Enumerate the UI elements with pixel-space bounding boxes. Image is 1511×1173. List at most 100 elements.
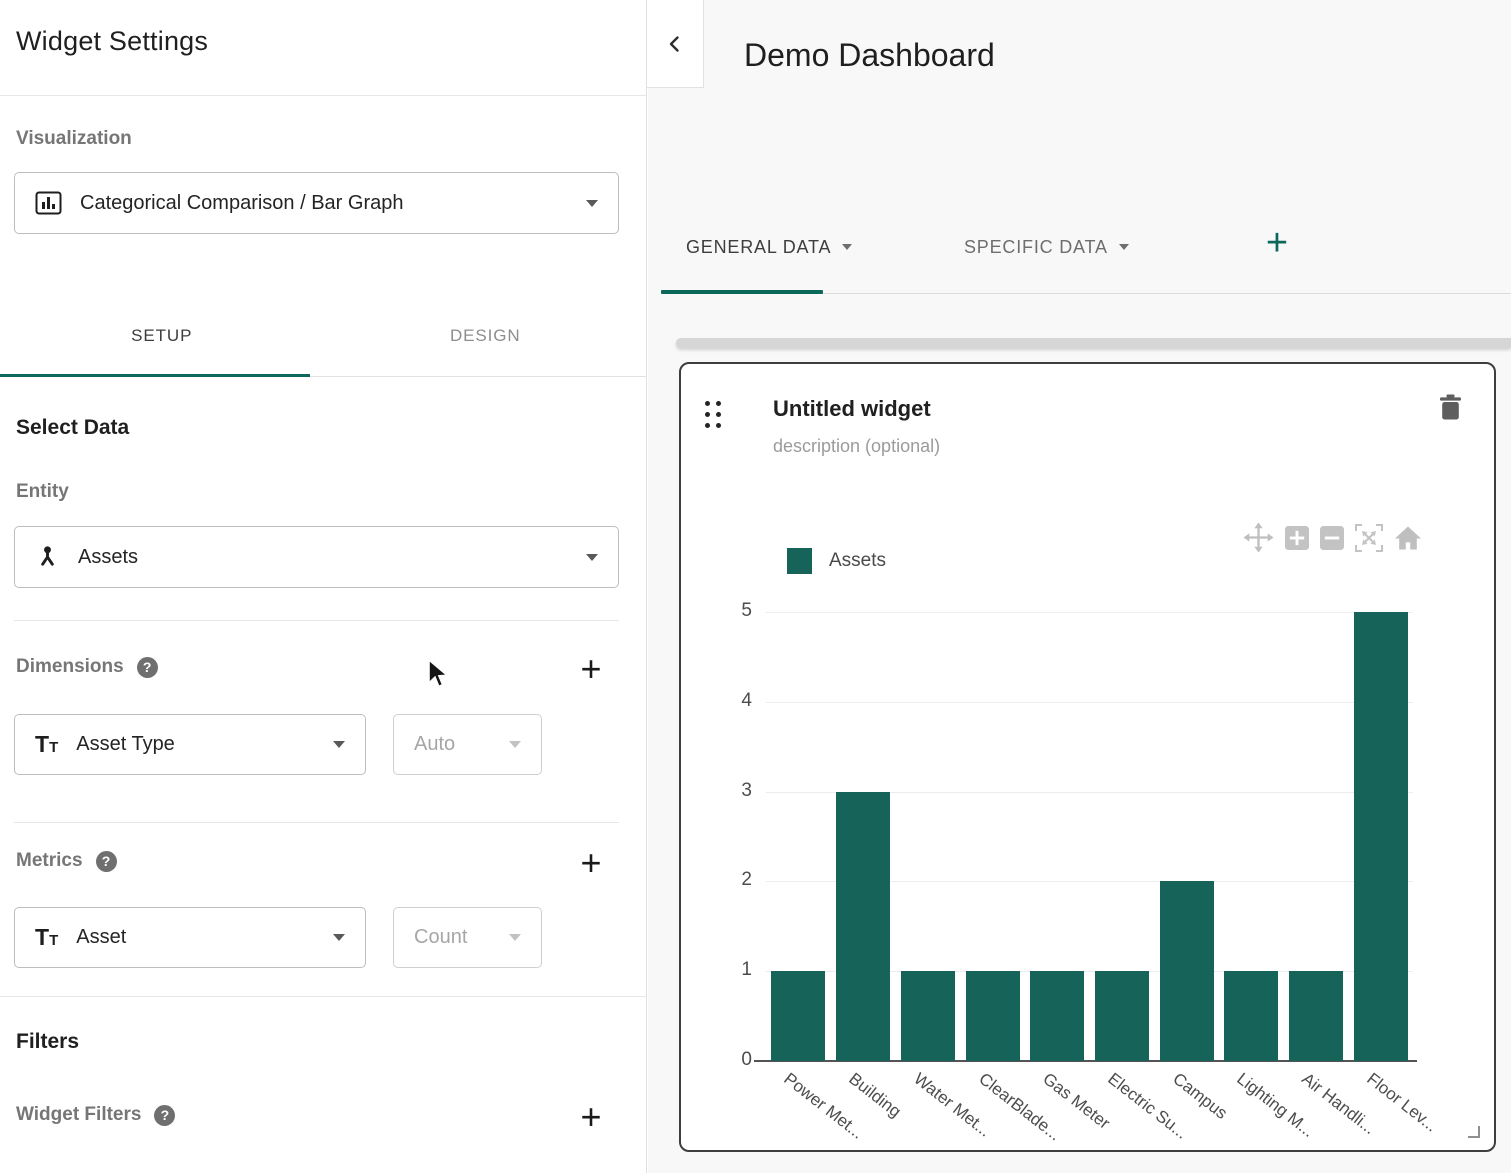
zoom-selection-icon[interactable] (1355, 523, 1383, 552)
widget-description[interactable]: description (optional) (773, 436, 941, 456)
entity-label: Entity (16, 481, 69, 502)
grid-line (766, 612, 1413, 613)
dimension-interval-select[interactable]: Auto (393, 714, 542, 775)
legend-item-assets[interactable]: Assets (787, 548, 886, 574)
metrics-section-head: Metrics ? (16, 850, 117, 872)
bar (1224, 971, 1279, 1061)
resize-handle-icon[interactable] (1468, 1126, 1480, 1138)
dimension-interval-value: Auto (414, 733, 456, 755)
bar (900, 971, 955, 1061)
active-tab-indicator (661, 290, 823, 294)
y-tick-label: 0 (741, 1049, 752, 1070)
help-icon[interactable]: ? (95, 850, 117, 872)
entity-select[interactable]: Assets (14, 526, 619, 588)
metrics-label: Metrics (16, 850, 83, 871)
grid-line (766, 971, 1413, 973)
pan-icon[interactable] (1243, 522, 1274, 553)
chart-area: 0 1 2 3 4 5 Power Met... Building Water Met... Cl… (681, 364, 1494, 1150)
bar (1030, 971, 1085, 1061)
dimension-field-value: Asset Type (76, 733, 175, 755)
x-axis-line (762, 1060, 1417, 1062)
axis-tick (754, 1060, 762, 1062)
tab-general-data[interactable]: GENERAL DATA (686, 229, 853, 265)
legend-label: Assets (829, 550, 887, 571)
collapse-panel-button[interactable] (647, 0, 704, 88)
chevron-down-icon (333, 934, 345, 941)
y-tick-label: 3 (741, 779, 752, 801)
help-icon[interactable]: ? (136, 656, 158, 678)
tab-label: SPECIFIC DATA (964, 236, 1108, 257)
tab-label: GENERAL DATA (686, 236, 832, 257)
y-tick-label: 4 (741, 689, 752, 711)
delete-widget-button[interactable] (1439, 394, 1462, 426)
chevron-down-icon (509, 741, 521, 748)
divider (14, 822, 619, 823)
metric-field-value: Asset (76, 926, 127, 948)
widget-filters-section-head: Widget Filters ? (16, 1104, 176, 1126)
tabs-divider (661, 293, 1511, 294)
divider (14, 620, 619, 621)
bar-graph-icon (35, 191, 62, 215)
chevron-left-icon (666, 34, 684, 54)
bar (1289, 971, 1343, 1061)
zoom-in-icon[interactable] (1285, 525, 1309, 550)
tab-setup[interactable]: SETUP (131, 326, 193, 345)
chevron-down-icon (333, 741, 345, 748)
help-icon[interactable]: ? (154, 1104, 176, 1126)
add-widget-filter-button[interactable]: + (580, 1096, 602, 1137)
tab-specific-data[interactable]: SPECIFIC DATA (964, 229, 1129, 265)
dashboard-panel: Demo Dashboard GENERAL DATA SPECIFIC DAT… (647, 0, 1511, 1173)
widget-title[interactable]: Untitled widget (773, 396, 931, 421)
bar (965, 971, 1020, 1061)
divider (0, 95, 647, 96)
chevron-down-icon (842, 244, 853, 250)
grid-line (766, 791, 1413, 793)
select-data-heading: Select Data (16, 416, 130, 439)
dimensions-section-head: Dimensions ? (16, 656, 158, 678)
add-tab-button[interactable]: + (1265, 221, 1289, 264)
bar (1353, 612, 1408, 1061)
chart-toolbar (1243, 522, 1422, 553)
asset-hierarchy-icon (35, 544, 60, 570)
y-tick-label: 5 (741, 600, 752, 621)
entity-value: Assets (78, 545, 139, 568)
add-dimension-button[interactable]: + (580, 648, 602, 689)
visualization-label: Visualization (16, 128, 132, 149)
active-tab-indicator (0, 374, 310, 377)
bar (1159, 881, 1214, 1061)
widget-settings-panel: Widget Settings Visualization Categorica… (0, 0, 647, 1173)
zoom-out-icon[interactable] (1320, 525, 1344, 550)
chevron-down-icon (586, 199, 598, 207)
drag-handle-icon[interactable] (701, 397, 725, 432)
divider (0, 996, 647, 997)
bar (836, 791, 890, 1061)
x-tick-label: Campus (1168, 1069, 1231, 1123)
grid-line (766, 701, 1413, 703)
filters-heading: Filters (16, 1030, 80, 1053)
metric-aggregation-select[interactable]: Count (393, 907, 542, 968)
y-tick-label: 1 (741, 959, 752, 981)
visualization-select[interactable]: Categorical Comparison / Bar Graph (14, 172, 619, 234)
bar (771, 971, 826, 1061)
home-icon[interactable] (1394, 525, 1422, 551)
horizontal-scrollbar[interactable] (676, 338, 1511, 348)
dashboard-title: Demo Dashboard (744, 37, 995, 73)
widget-card: Untitled widget description (optional) A… (679, 362, 1496, 1152)
panel-title: Widget Settings (16, 26, 209, 56)
chevron-down-icon (509, 934, 521, 941)
chevron-down-icon (586, 553, 598, 561)
bar (1094, 971, 1149, 1061)
settings-tabs: SETUP DESIGN (0, 296, 647, 377)
add-metric-button[interactable]: + (580, 842, 602, 883)
x-tick-label: Building (845, 1069, 905, 1122)
y-tick-label: 2 (741, 869, 752, 891)
widget-filters-label: Widget Filters (16, 1104, 142, 1125)
visualization-value: Categorical Comparison / Bar Graph (80, 191, 404, 214)
tab-design[interactable]: DESIGN (449, 326, 521, 345)
legend-swatch (787, 548, 812, 574)
chevron-down-icon (1118, 244, 1129, 250)
